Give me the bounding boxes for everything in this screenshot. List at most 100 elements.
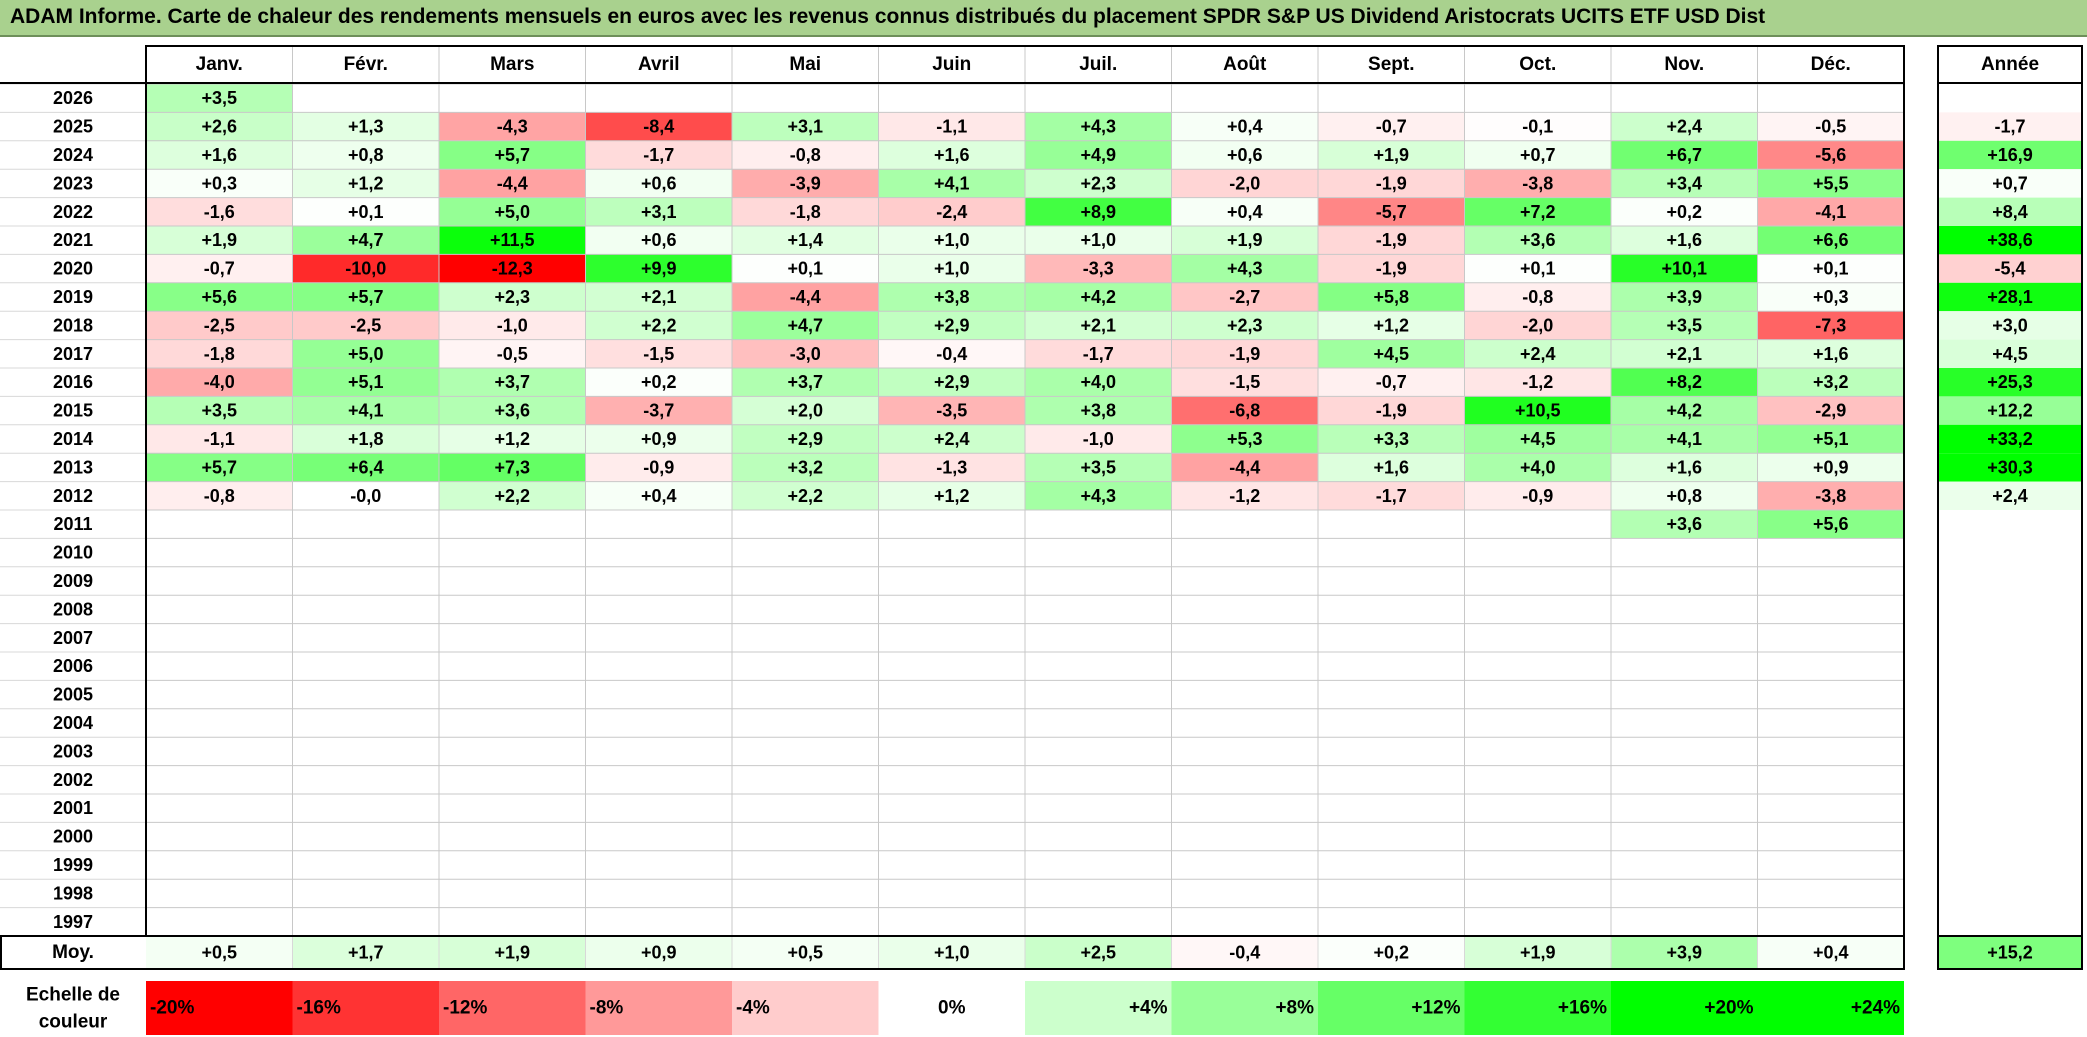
column-header-7: Juil. [1079,54,1117,75]
heatmap-cell [292,453,439,482]
cell-value: +2,4 [1520,344,1556,364]
heatmap-cell [1171,368,1318,397]
cell-value: +5,7 [348,287,384,307]
heatmap-cell [146,226,293,255]
title-bar: ADAM Informe. Carte de chaleur des rende… [0,0,2087,37]
heatmap-cell [878,112,1025,141]
cell-value: +4,2 [1666,401,1702,421]
heatmap-cell [1464,282,1611,312]
cell-value: +4,3 [1080,117,1116,137]
cell-value: -7,3 [1815,315,1846,335]
annual-value: +28,1 [1987,287,2033,307]
row-year-label: 2016 [53,372,93,392]
average-cell [1757,936,1904,969]
heatmap-cell [1611,282,1758,312]
heatmap-cell [1171,396,1318,425]
heatmap-cell [1611,254,1758,283]
row-year-label: 2009 [53,571,93,591]
cell-value: +4,1 [934,173,970,193]
row-year-label: 2013 [53,457,93,477]
heatmap-cell [878,226,1025,255]
cell-value: +3,7 [787,372,823,392]
heatmap-cell [1464,424,1611,454]
scale-swatch [292,981,439,1035]
heatmap-cell [1757,254,1904,283]
cell-value: -4,1 [1815,202,1846,222]
heatmap-cell [146,84,293,113]
heatmap-cell [1025,339,1172,368]
row-year-label: 2024 [53,145,93,165]
heatmap-cell [1025,282,1172,312]
average-cell [1025,936,1172,969]
heatmap-cell [1464,169,1611,198]
heatmap-cell [292,481,439,510]
cell-value: +0,8 [1666,486,1702,506]
heatmap-cell [1464,368,1611,397]
cell-value: +3,5 [1080,457,1116,477]
grid-layer [0,45,2083,970]
annual-value: +8,4 [1992,202,2028,222]
column-header-1: Janv. [196,54,243,75]
scale-label: +4% [1129,998,1168,1019]
row-year-label: 2000 [53,827,93,847]
average-cell [292,936,439,969]
cell-value: +6,7 [1666,145,1702,165]
row-year-label: 2012 [53,486,93,506]
heatmap-cell [1025,396,1172,425]
heatmap-cell [146,112,293,141]
cell-value: -3,9 [790,173,821,193]
cell-value: -1,0 [1083,429,1114,449]
cell-value: -10,0 [345,259,386,279]
cell-value: +7,3 [494,457,530,477]
row-year-label: 2002 [53,770,93,790]
cell-value: -5,6 [1815,145,1846,165]
cell-value: +1,0 [934,230,970,250]
cell-value: +3,9 [1666,287,1702,307]
cell-value: +5,5 [1813,173,1849,193]
heatmap-cell [292,311,439,340]
row-year-label: 2021 [53,230,93,250]
cell-value: -2,0 [1229,173,1260,193]
average-annual-cell [1938,936,2082,969]
cell-value: -0,8 [790,145,821,165]
cell-value: +2,2 [787,486,823,506]
cell-value: +2,2 [641,315,677,335]
heatmap-cell [732,368,879,397]
cell-value: +8,9 [1080,202,1116,222]
cell-value: +5,3 [1227,429,1263,449]
heatmap-cell [1025,169,1172,198]
cell-value: +11,5 [490,230,535,250]
heatmap-cell [1318,339,1465,368]
annual-cell [1938,368,2082,397]
annual-cell [1938,254,2082,283]
row-year-label: 2007 [53,628,93,648]
heatmap-cell [1757,424,1904,454]
row-year-label: 2005 [53,685,93,705]
heatmap-cell [292,197,439,226]
heatmap-cell [1025,112,1172,141]
cell-value: +0,9 [1813,457,1849,477]
heatmap-cell [1611,510,1758,539]
heatmap-cell [439,424,586,454]
heatmap-cell [585,282,732,312]
row-year-label: 2023 [53,173,93,193]
heatmap-cell [1464,226,1611,255]
cell-value: +5,0 [494,202,530,222]
cell-value: -3,8 [1522,173,1553,193]
cell-value: -1,8 [790,202,821,222]
cell-value: +2,1 [1080,315,1116,335]
heatmap-cell [1318,140,1465,170]
heatmap-cell [292,254,439,283]
heatmap-cell [732,112,879,141]
heatmap-cell [1757,453,1904,482]
heatmap-cell [1025,453,1172,482]
cell-value: -0,7 [204,259,235,279]
heatmap-cell [585,226,732,255]
heatmap-cell [878,424,1025,454]
cell-value: +3,6 [494,401,530,421]
heatmap-cell [146,481,293,510]
cell-value: +6,6 [1813,230,1849,250]
heatmap-cell [1025,197,1172,226]
average-cell [439,936,586,969]
cell-value: +4,7 [348,230,384,250]
